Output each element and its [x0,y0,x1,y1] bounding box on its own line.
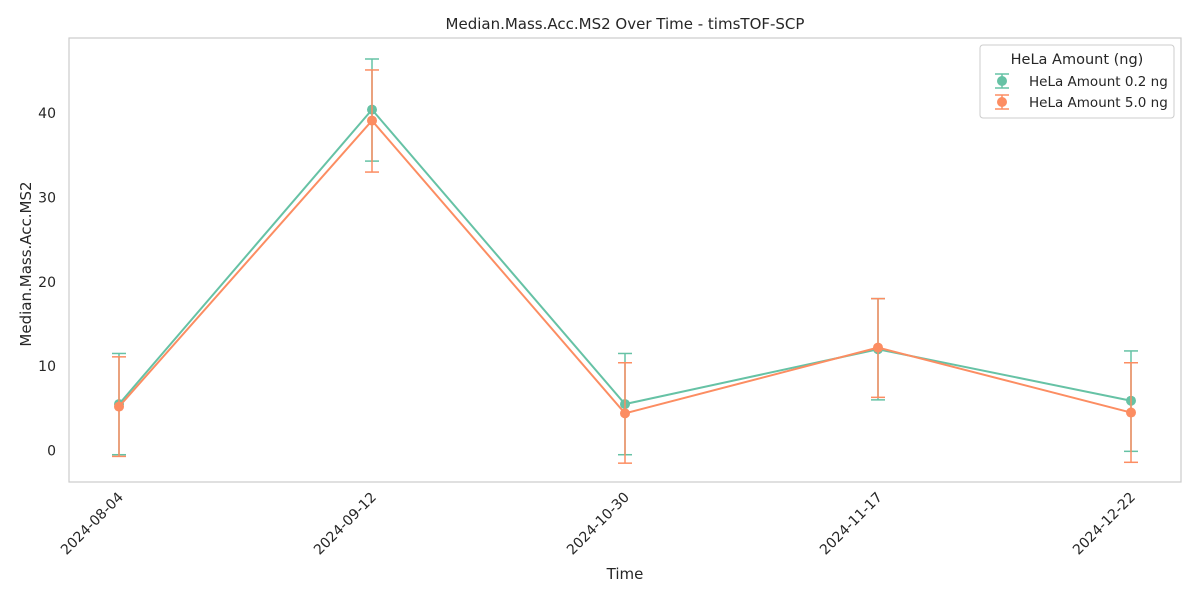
legend-item-1: HeLa Amount 0.2 ng [995,73,1168,90]
data-point [620,408,630,419]
y-axis-label: Median.Mass.Acc.MS2 [17,181,35,346]
x-axis-label: Time [606,565,644,583]
x-axis-ticks: 2024-08-04 2024-09-12 2024-10-30 2024-11-17… [58,489,1139,558]
legend-title: HeLa Amount (ng) [1011,52,1144,68]
x-tick-label: 2024-09-12 [311,490,380,559]
y-tick-label: 30 [38,190,56,206]
x-tick-label: 2024-10-30 [564,490,633,559]
legend-item-2: HeLa Amount 5.0 ng [995,94,1168,111]
y-tick-label: 20 [38,275,56,291]
y-tick-label: 10 [38,359,56,375]
y-axis-ticks: 0 10 20 30 40 [38,106,56,460]
legend-box [979,44,1175,119]
y-tick-label: 0 [47,444,56,460]
series-layer [112,58,1138,464]
legend-items: HeLa Amount 0.2 ng HeLa Amount 5.0 ng [995,73,1168,111]
legend-label: HeLa Amount 5.0 ng [1029,95,1168,111]
data-point [1126,407,1136,418]
legend-label: HeLa Amount 0.2 ng [1029,74,1168,90]
data-point [367,115,377,126]
plot-area-frame [68,37,1182,483]
legend-marker [997,97,1007,107]
x-tick-label: 2024-12-22 [1070,490,1139,559]
data-point [873,342,883,353]
x-tick-label: 2024-11-17 [817,490,886,559]
legend: HeLa Amount (ng) HeLa Amount 0.2 ngHeLa … [979,44,1175,119]
data-point [114,401,124,412]
chart-title: Median.Mass.Acc.MS2 Over Time - timsTOF-… [446,15,805,33]
y-tick-label: 40 [38,106,56,122]
legend-marker [997,76,1007,86]
x-tick-label: 2024-08-04 [58,489,127,558]
series-2 [112,69,1138,464]
